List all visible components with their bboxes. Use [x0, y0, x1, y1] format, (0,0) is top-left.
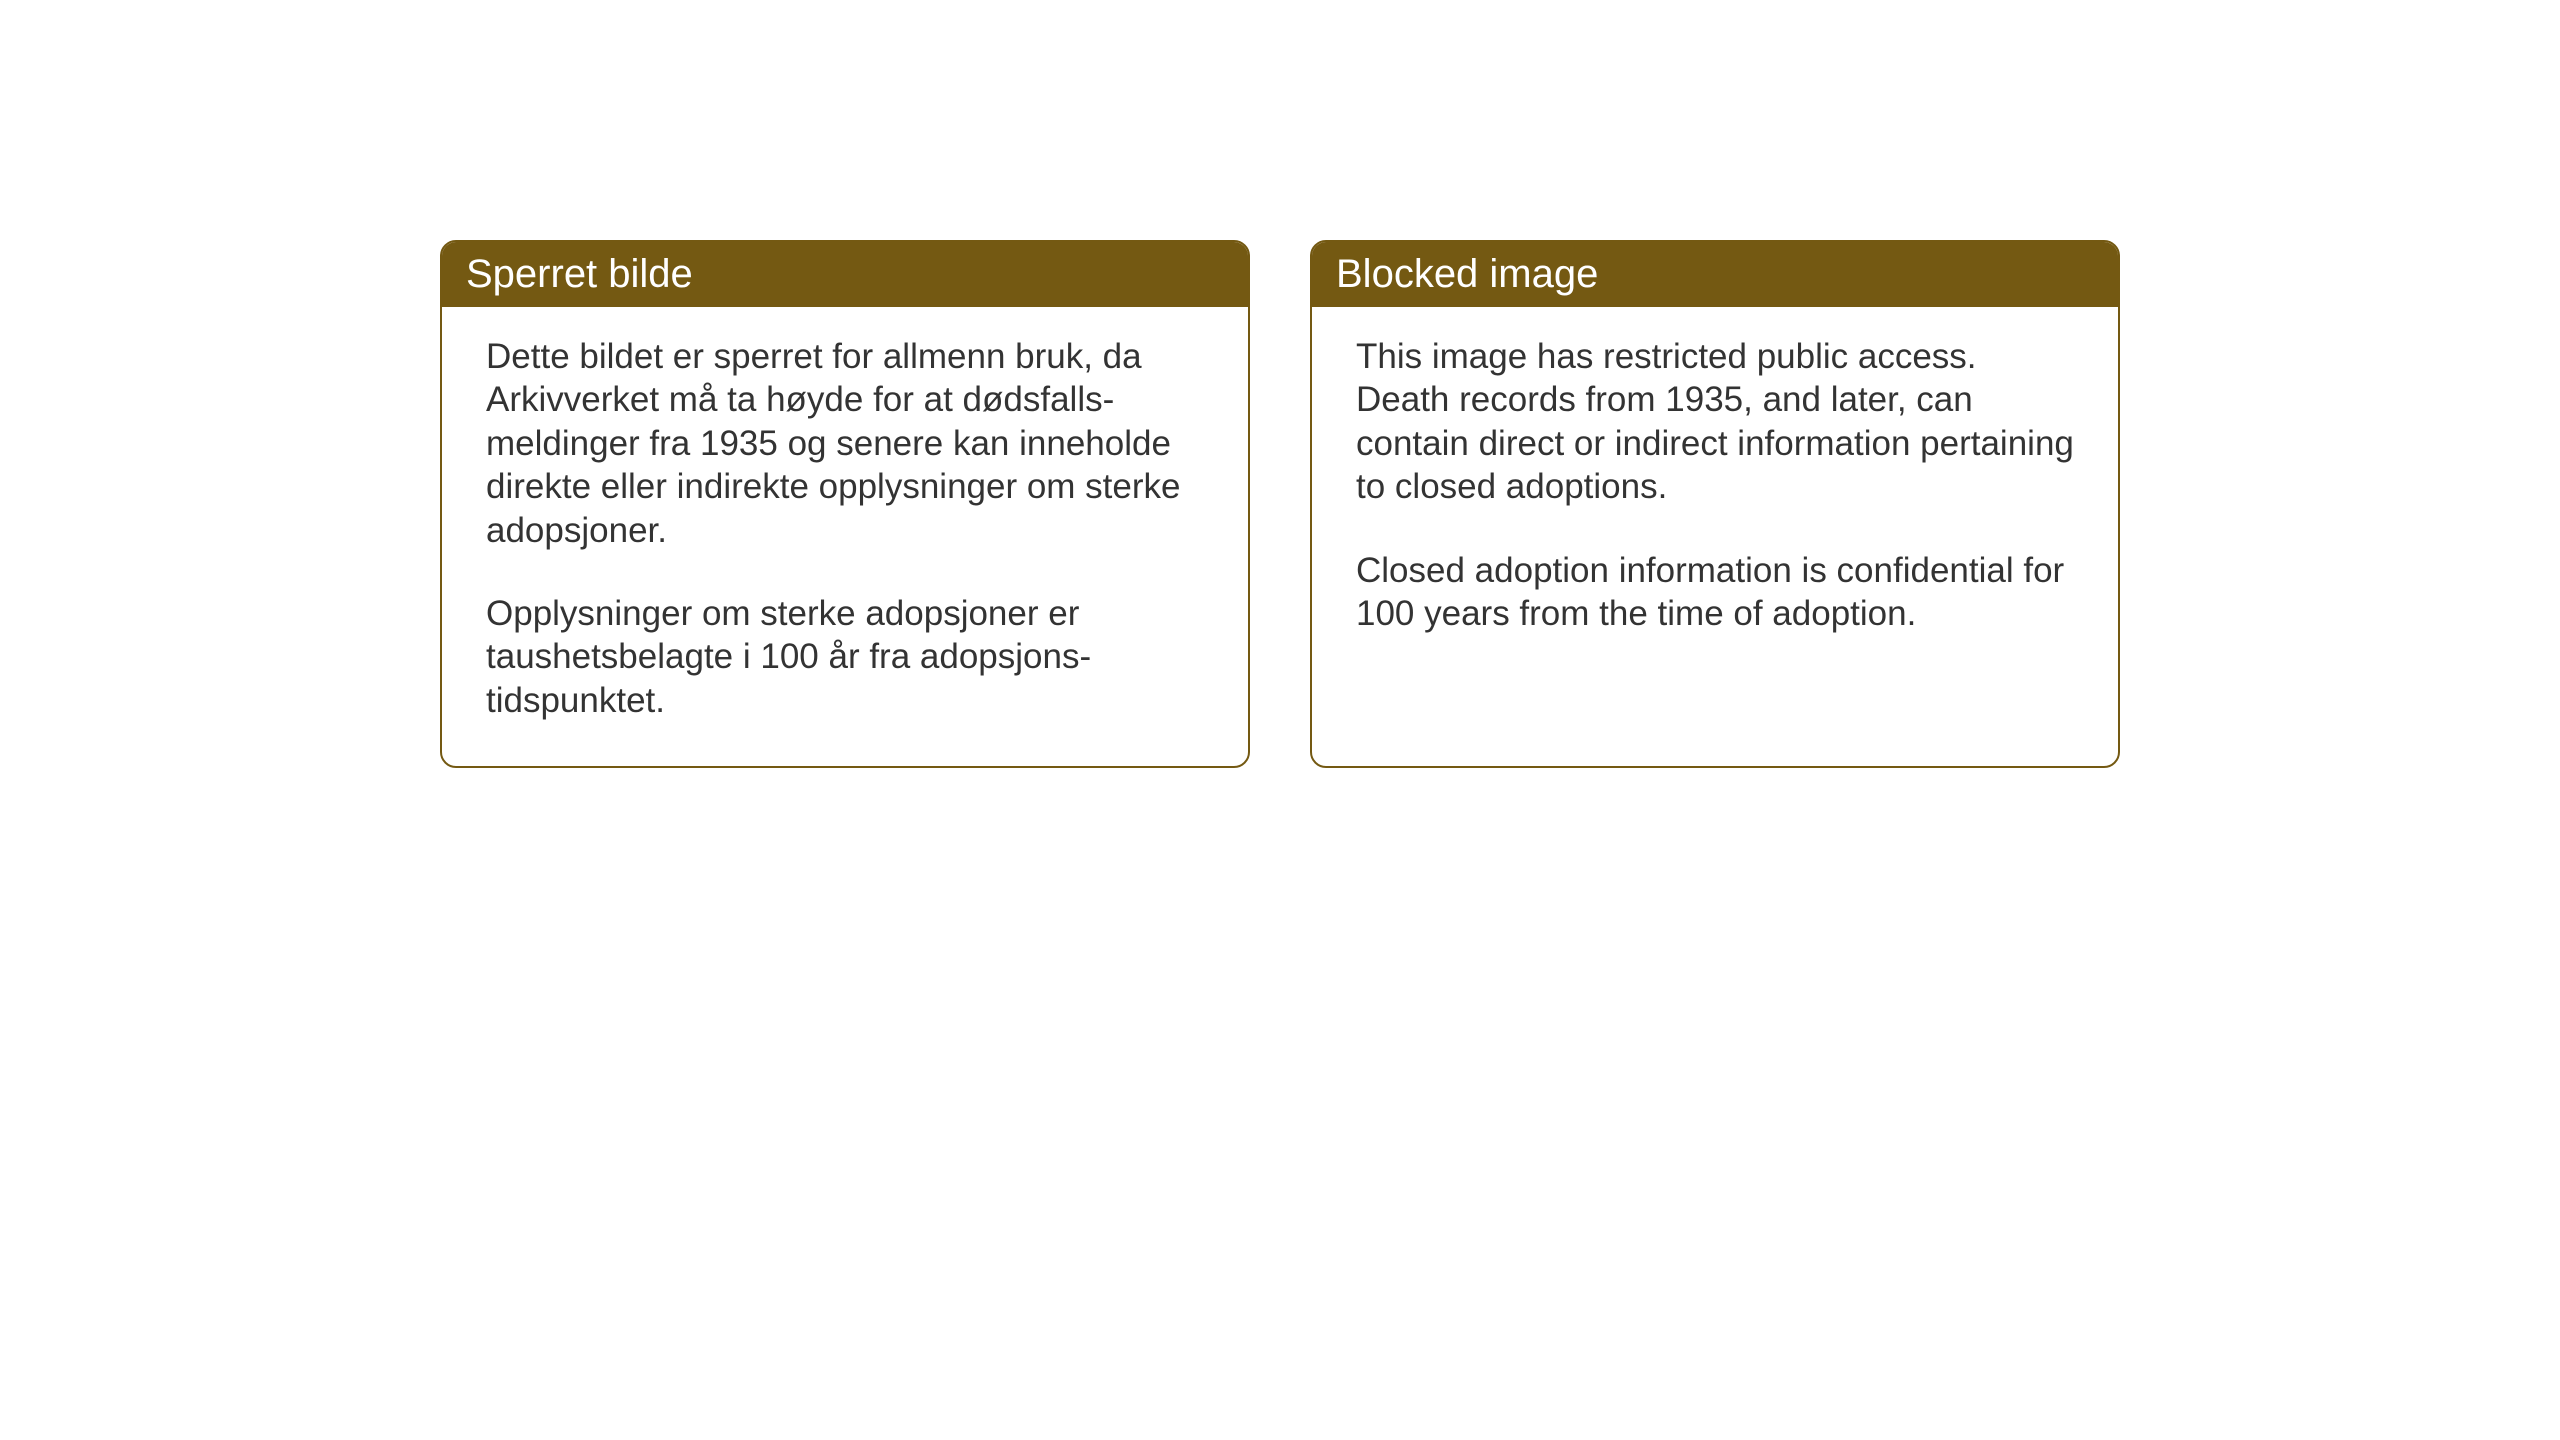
card-norwegian-header: Sperret bilde [442, 242, 1248, 307]
card-norwegian-body: Dette bildet er sperret for allmenn bruk… [442, 307, 1248, 766]
cards-container: Sperret bilde Dette bildet er sperret fo… [440, 240, 2120, 768]
card-norwegian-title: Sperret bilde [466, 252, 693, 296]
card-english: Blocked image This image has restricted … [1310, 240, 2120, 768]
card-norwegian-paragraph2: Opplysninger om sterke adopsjoner er tau… [486, 592, 1204, 722]
card-english-title: Blocked image [1336, 252, 1598, 296]
card-english-paragraph2: Closed adoption information is confident… [1356, 549, 2074, 636]
card-english-body: This image has restricted public access.… [1312, 307, 2118, 687]
card-english-header: Blocked image [1312, 242, 2118, 307]
card-norwegian-paragraph1: Dette bildet er sperret for allmenn bruk… [486, 335, 1204, 552]
card-english-paragraph1: This image has restricted public access.… [1356, 335, 2074, 509]
card-norwegian: Sperret bilde Dette bildet er sperret fo… [440, 240, 1250, 768]
